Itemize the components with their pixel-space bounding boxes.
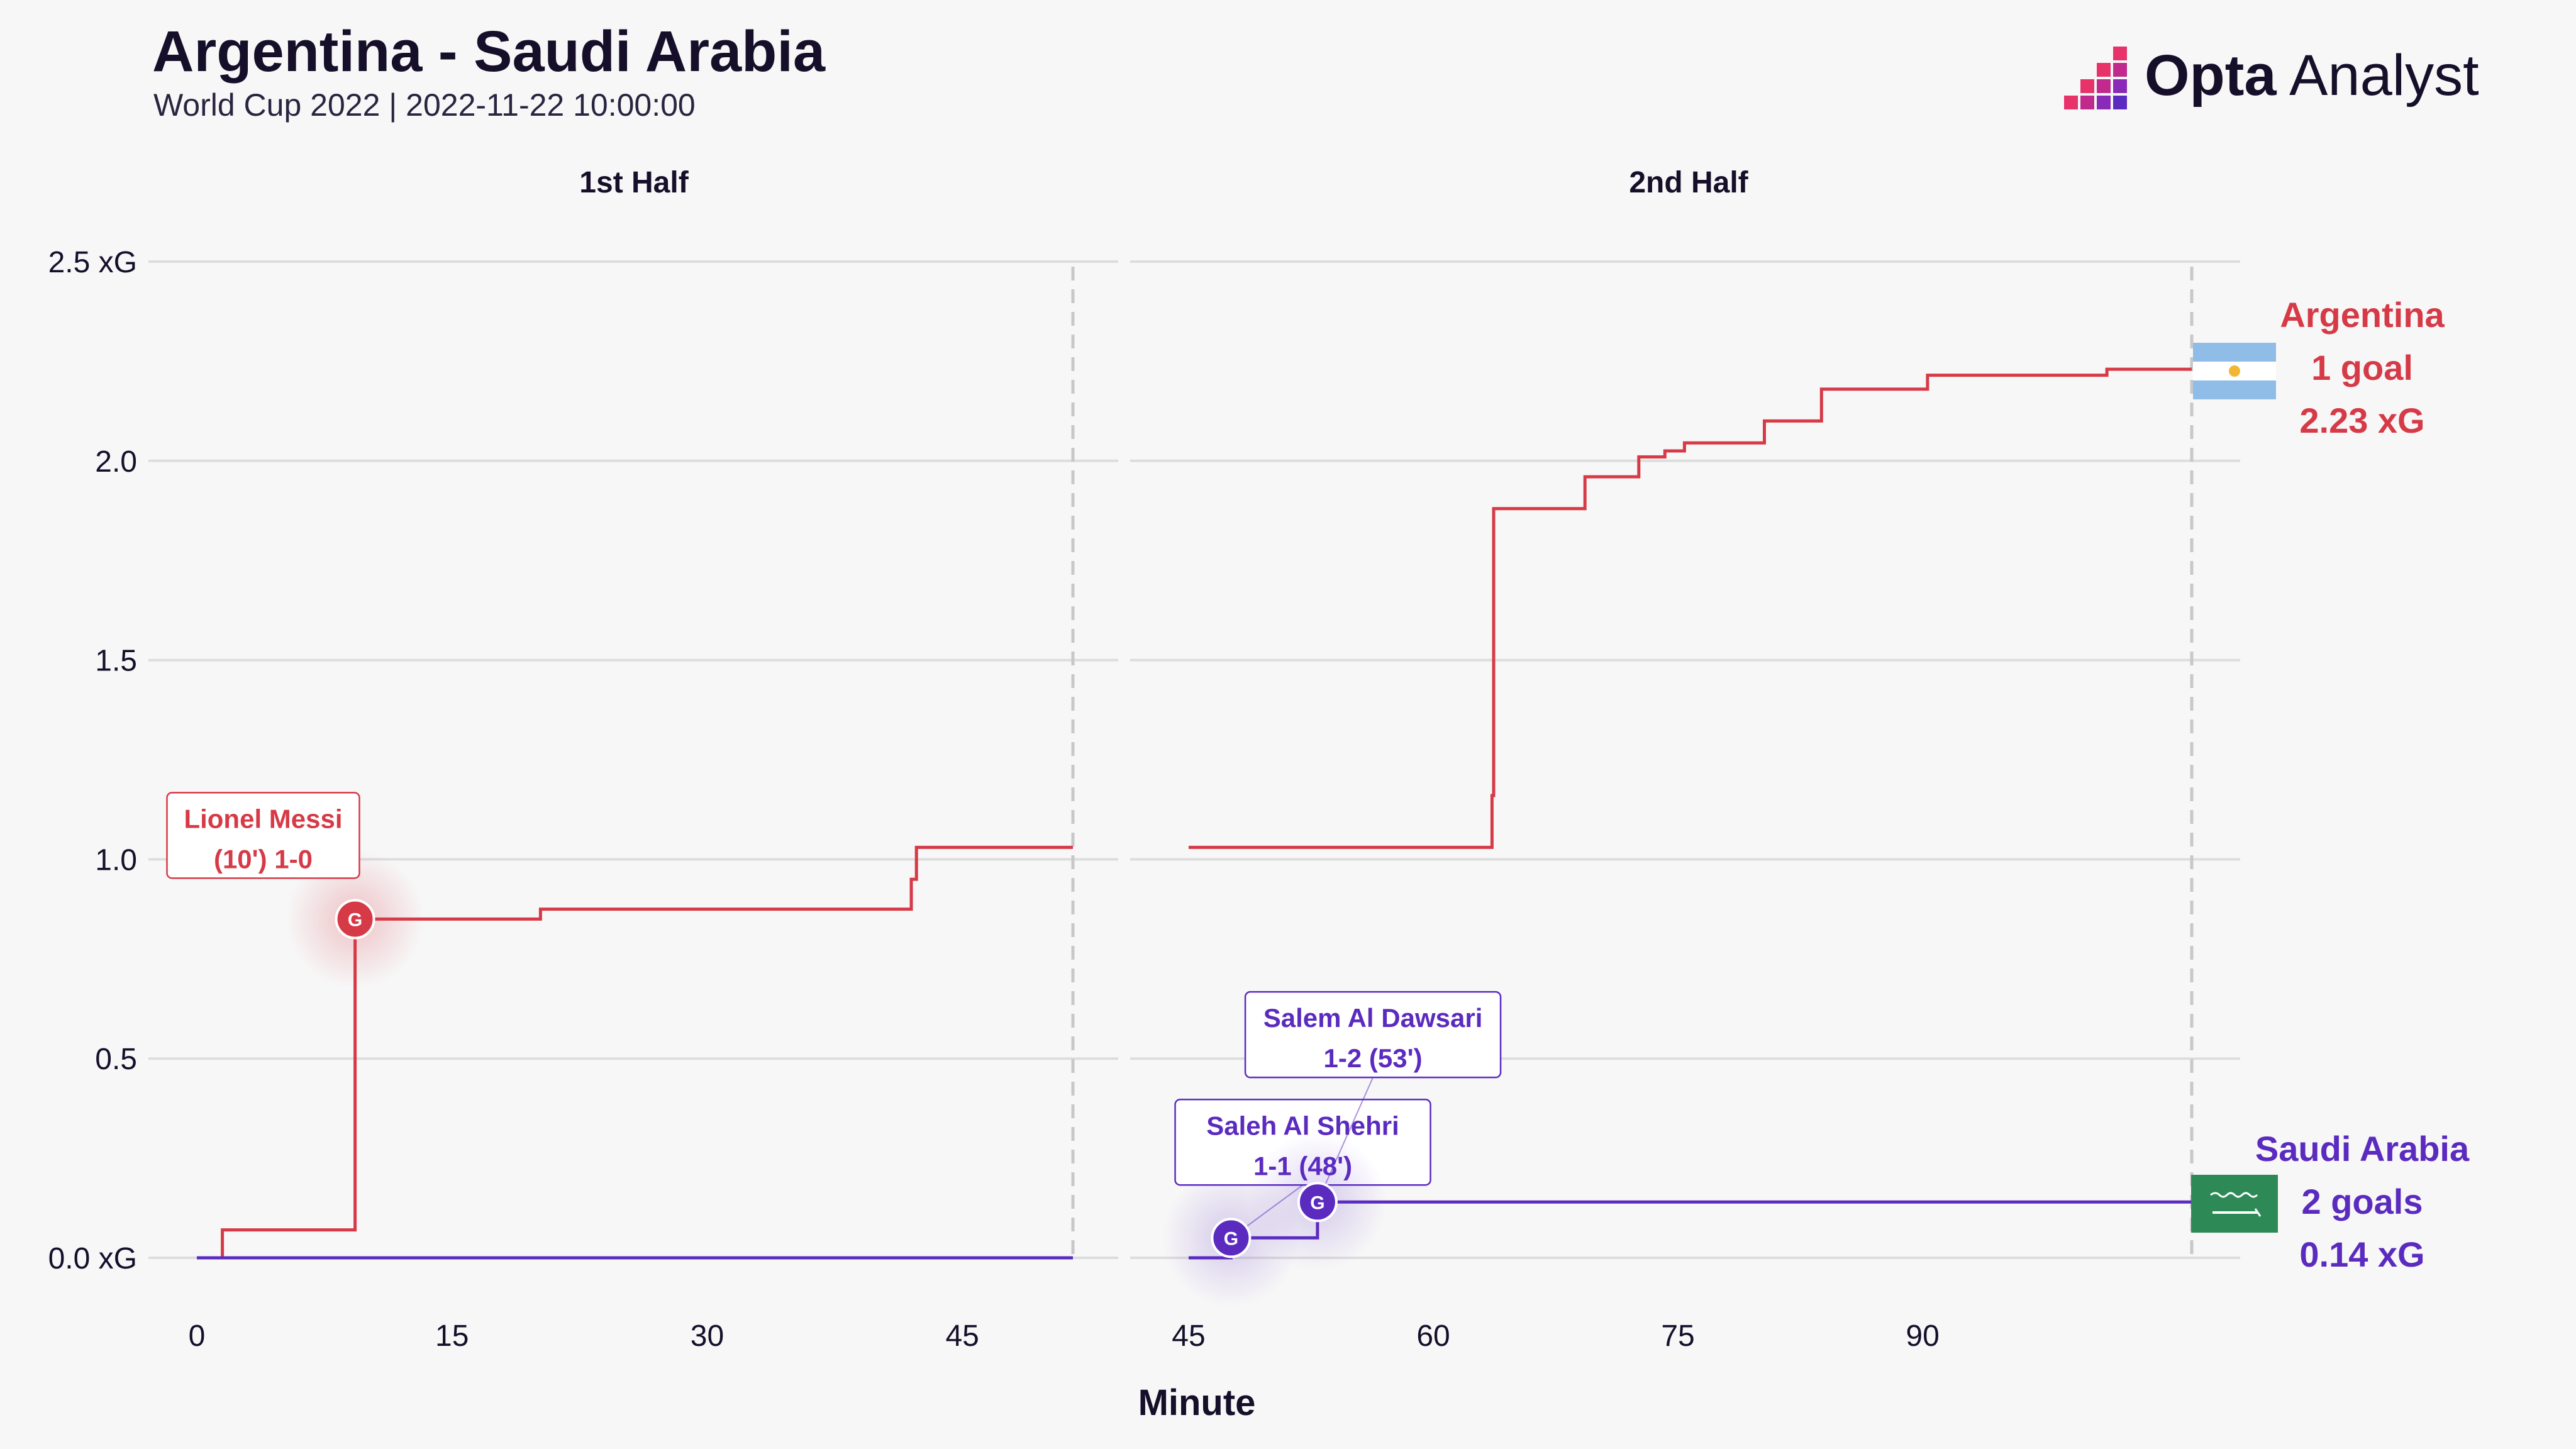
goal-marker-label: G [1310, 1192, 1324, 1213]
goal-marker [1297, 1182, 1338, 1223]
goal-callout-scorer: Lionel Messi [184, 804, 342, 833]
goal-callout-scorer: Salem Al Dawsari [1263, 1003, 1483, 1033]
goal-marker-label: G [1224, 1228, 1238, 1249]
saudi-arabia-flag [2191, 1175, 2278, 1233]
y-tick-label: 1.5 [95, 645, 137, 678]
legend-team-name-saudi-arabia: Saudi Arabia [2255, 1129, 2470, 1169]
x-tick-label: 75 [1661, 1319, 1694, 1353]
argentina-flag [2193, 343, 2276, 399]
logo-word-opta: Opta [2145, 43, 2277, 108]
legend-goals-argentina: 1 goal [2311, 348, 2413, 387]
y-tick-label: 0.5 [95, 1043, 137, 1076]
x-tick-label: 45 [945, 1319, 979, 1353]
y-tick-label: 2.0 [95, 445, 137, 479]
legend-xg-argentina: 2.23 xG [2299, 401, 2424, 440]
x-tick-label: 45 [1172, 1319, 1205, 1353]
panel-label: 1st Half [579, 166, 689, 199]
x-tick-label: 30 [691, 1319, 724, 1353]
x-tick-label: 60 [1416, 1319, 1450, 1353]
goal-callout-score: (10') 1-0 [214, 844, 313, 874]
goal-marker [335, 899, 375, 940]
opta-analyst-wordmark: Opta Analyst [2145, 43, 2479, 109]
opta-analyst-logo: Opta Analyst [2057, 38, 2479, 119]
legend-goals-saudi-arabia: 2 goals [2302, 1182, 2423, 1221]
axis-layer: 0.0 xG 0.5 1.0 1.5 2.0 2.5 xG 1st Half 0 15 30 45 2… [48, 166, 1940, 1423]
y-tick-label: 0.0 xG [48, 1242, 137, 1275]
legend-team-name-argentina: Argentina [2280, 295, 2445, 335]
y-tick-label: 2.5 xG [48, 246, 137, 279]
y-tick-label: 1.0 [95, 843, 137, 877]
legend-layer: Argentina 1 goal 2.23 xG Saudi Arabia 2 goal… [2191, 295, 2470, 1274]
legend-xg-saudi-arabia: 0.14 xG [2299, 1235, 2424, 1274]
x-tick-label: 0 [189, 1319, 206, 1353]
chart-title: Argentina - Saudi Arabia [152, 19, 826, 84]
goal-callout-box [1244, 991, 1502, 1079]
series-line-argentina [1189, 367, 2192, 849]
x-tick-label: 90 [1906, 1319, 1939, 1353]
series-line-argentina [197, 845, 1073, 1260]
goal-marker-label: G [348, 909, 362, 930]
logo-word-analyst: Analyst [2276, 43, 2479, 108]
x-axis-label: Minute [1138, 1382, 1256, 1423]
goal-marker [1211, 1218, 1252, 1258]
x-tick-label: 15 [435, 1319, 469, 1353]
goal-callout-box [166, 792, 360, 879]
goal-callout-score: 1-2 (53') [1324, 1043, 1423, 1073]
panel-label: 2nd Half [1629, 166, 1748, 199]
opta-logo-icon [2064, 47, 2127, 109]
chart-subtitle: World Cup 2022 | 2022-11-22 10:00:00 [153, 87, 696, 123]
